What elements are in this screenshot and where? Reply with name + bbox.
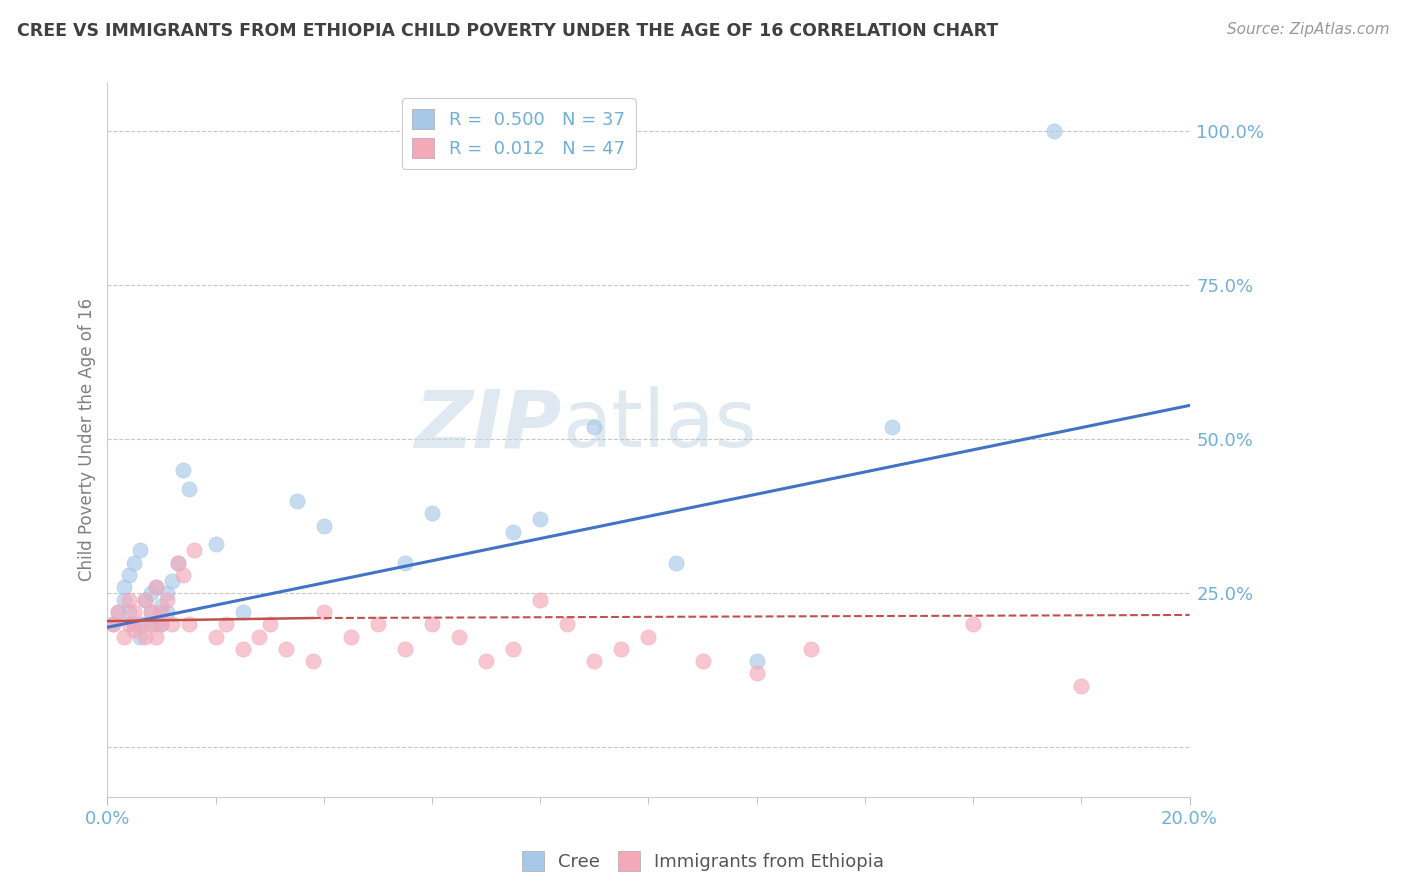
Point — [118, 617, 141, 632]
Text: Source: ZipAtlas.com: Source: ZipAtlas.com — [1226, 22, 1389, 37]
Point — [145, 630, 167, 644]
Point — [166, 556, 188, 570]
Text: ZIP: ZIP — [415, 386, 562, 464]
Point — [177, 617, 200, 632]
Point — [134, 617, 156, 632]
Point — [1043, 124, 1066, 138]
Point — [145, 580, 167, 594]
Point — [128, 630, 150, 644]
Point — [420, 506, 443, 520]
Point — [745, 666, 768, 681]
Point — [128, 543, 150, 558]
Point — [183, 543, 205, 558]
Point — [204, 537, 226, 551]
Point — [112, 580, 135, 594]
Point — [145, 617, 167, 632]
Point — [247, 630, 270, 644]
Point — [529, 512, 551, 526]
Point — [107, 605, 129, 619]
Point — [529, 592, 551, 607]
Point — [162, 617, 184, 632]
Point — [420, 617, 443, 632]
Point — [118, 592, 141, 607]
Point — [150, 605, 173, 619]
Point — [172, 463, 194, 477]
Point — [664, 556, 686, 570]
Point — [215, 617, 238, 632]
Point — [449, 630, 471, 644]
Point — [107, 605, 129, 619]
Point — [637, 630, 659, 644]
Point — [880, 420, 903, 434]
Point — [204, 630, 226, 644]
Point — [745, 654, 768, 668]
Point — [145, 580, 167, 594]
Point — [340, 630, 363, 644]
Point — [274, 641, 297, 656]
Point — [610, 641, 633, 656]
Point — [156, 586, 179, 600]
Point — [394, 641, 416, 656]
Point — [150, 617, 173, 632]
Point — [124, 556, 146, 570]
Point — [583, 420, 606, 434]
Point — [139, 586, 162, 600]
Point — [118, 605, 141, 619]
Point — [112, 592, 135, 607]
Point — [583, 654, 606, 668]
Point — [124, 617, 146, 632]
Point — [232, 605, 254, 619]
Point — [232, 641, 254, 656]
Text: atlas: atlas — [562, 386, 756, 464]
Point — [134, 592, 156, 607]
Point — [166, 556, 188, 570]
Point — [139, 617, 162, 632]
Y-axis label: Child Poverty Under the Age of 16: Child Poverty Under the Age of 16 — [79, 298, 96, 581]
Point — [555, 617, 578, 632]
Point — [150, 617, 173, 632]
Point — [394, 556, 416, 570]
Point — [134, 630, 156, 644]
Point — [134, 592, 156, 607]
Point — [800, 641, 823, 656]
Point — [177, 482, 200, 496]
Point — [475, 654, 498, 668]
Point — [101, 617, 124, 632]
Point — [312, 605, 335, 619]
Point — [312, 518, 335, 533]
Point — [162, 574, 184, 588]
Point — [259, 617, 281, 632]
Point — [156, 605, 179, 619]
Point — [172, 568, 194, 582]
Point — [128, 617, 150, 632]
Point — [150, 599, 173, 613]
Point — [285, 494, 308, 508]
Point — [302, 654, 325, 668]
Point — [502, 524, 524, 539]
Point — [502, 641, 524, 656]
Point — [101, 617, 124, 632]
Legend: R =  0.500   N = 37, R =  0.012   N = 47: R = 0.500 N = 37, R = 0.012 N = 47 — [402, 98, 636, 169]
Point — [962, 617, 984, 632]
Point — [692, 654, 714, 668]
Legend: Cree, Immigrants from Ethiopia: Cree, Immigrants from Ethiopia — [515, 844, 891, 879]
Text: CREE VS IMMIGRANTS FROM ETHIOPIA CHILD POVERTY UNDER THE AGE OF 16 CORRELATION C: CREE VS IMMIGRANTS FROM ETHIOPIA CHILD P… — [17, 22, 998, 40]
Point — [124, 605, 146, 619]
Point — [367, 617, 389, 632]
Point — [139, 605, 162, 619]
Point — [112, 630, 135, 644]
Point — [118, 568, 141, 582]
Point — [1070, 679, 1092, 693]
Point — [124, 624, 146, 638]
Point — [139, 605, 162, 619]
Point — [156, 592, 179, 607]
